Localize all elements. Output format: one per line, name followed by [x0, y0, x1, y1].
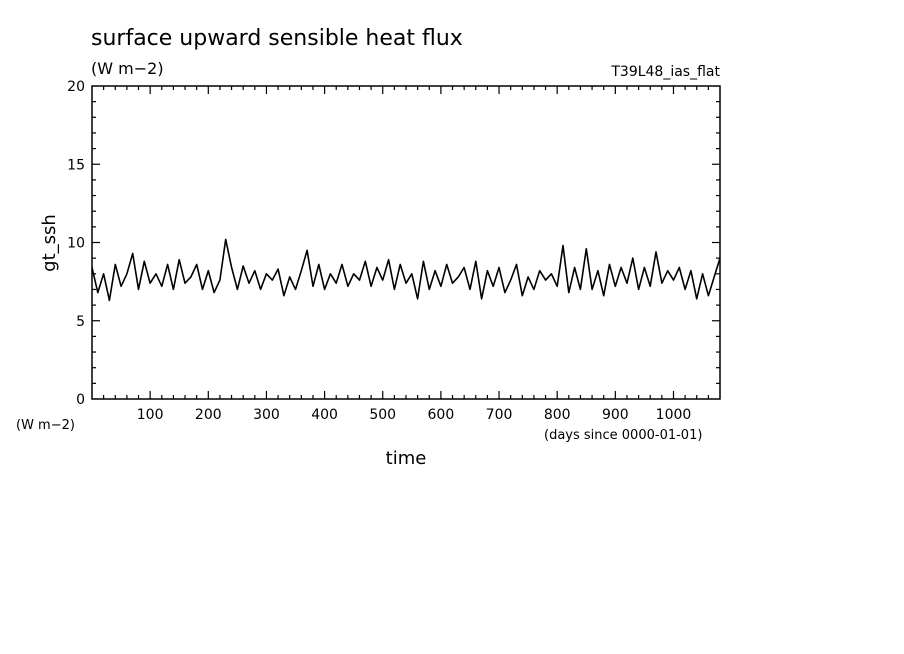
- y-tick-label: 15: [67, 157, 85, 173]
- x-tick-label: 100: [137, 407, 164, 423]
- y-tick-label: 5: [76, 314, 85, 330]
- y-axis-label: gt_ssh: [39, 214, 60, 272]
- run-label: T39L48_ias_flat: [610, 64, 720, 80]
- x-tick-label: 300: [253, 407, 280, 423]
- x-tick-label: 400: [311, 407, 338, 423]
- chart-subtitle-units: (W m−2): [91, 59, 164, 78]
- x-axis-unit: (days since 0000-01-01): [544, 428, 702, 443]
- y-tick-label: 20: [67, 79, 85, 95]
- plot-frame: [91, 85, 721, 400]
- x-tick-label: 1000: [656, 407, 692, 423]
- x-tick-label: 500: [369, 407, 396, 423]
- x-axis-label: time: [386, 448, 427, 469]
- chart-title: surface upward sensible heat flux: [91, 26, 463, 51]
- y-tick-label: 0: [76, 392, 85, 408]
- x-tick-label: 200: [195, 407, 222, 423]
- x-tick-labels: 100 200 300 400 500 600 700 800 900 1000: [137, 407, 692, 423]
- x-tick-label: 800: [544, 407, 571, 423]
- y-tick-labels: 0 5 10 15 20: [67, 79, 85, 408]
- series-line: [91, 238, 721, 302]
- x-tick-label: 700: [486, 407, 513, 423]
- x-tick-label: 900: [602, 407, 629, 423]
- y-tick-label: 10: [67, 236, 85, 252]
- y-axis-unit: (W m−2): [16, 418, 75, 433]
- x-tick-label: 600: [428, 407, 455, 423]
- axis-ticks: [92, 86, 720, 399]
